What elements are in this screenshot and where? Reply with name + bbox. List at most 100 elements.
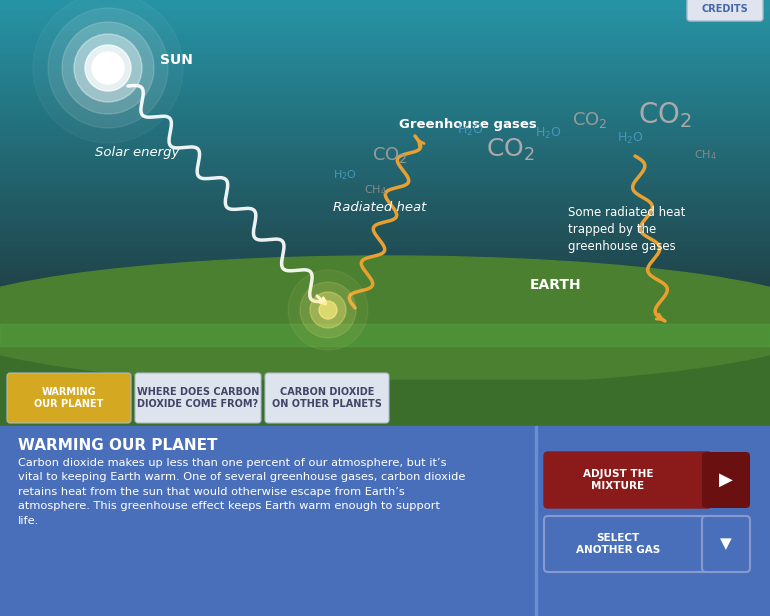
Bar xyxy=(0,356,770,361)
Bar xyxy=(0,94,770,99)
Bar xyxy=(0,7,770,13)
Bar xyxy=(0,317,770,323)
Bar xyxy=(0,128,770,133)
Text: CREDITS: CREDITS xyxy=(701,4,748,14)
Bar xyxy=(0,334,770,339)
Bar xyxy=(0,176,770,180)
Text: Some radiated heat
trapped by the
greenhouse gases: Some radiated heat trapped by the greenh… xyxy=(568,206,685,253)
Bar xyxy=(0,420,770,426)
Bar xyxy=(0,124,770,129)
Bar xyxy=(0,46,770,52)
Bar xyxy=(0,416,770,421)
Text: CO$_2$: CO$_2$ xyxy=(572,110,608,130)
Bar xyxy=(0,55,770,60)
Bar xyxy=(0,163,770,168)
Bar xyxy=(0,188,770,193)
FancyBboxPatch shape xyxy=(544,452,712,508)
Bar xyxy=(0,214,770,219)
Bar xyxy=(0,85,770,91)
Text: H$_2$O: H$_2$O xyxy=(457,123,484,137)
Bar xyxy=(0,278,770,284)
Bar xyxy=(0,51,770,56)
Bar xyxy=(0,378,770,383)
Bar xyxy=(0,180,770,185)
Text: CO$_2$: CO$_2$ xyxy=(486,137,534,163)
Bar xyxy=(0,300,770,306)
Bar xyxy=(0,115,770,120)
Bar xyxy=(0,231,770,237)
Bar xyxy=(0,33,770,39)
Bar xyxy=(0,205,770,211)
Circle shape xyxy=(74,34,142,102)
Bar xyxy=(0,408,770,413)
Bar xyxy=(0,12,770,17)
Bar xyxy=(0,347,770,352)
Bar xyxy=(0,63,770,69)
Text: SELECT
ANOTHER GAS: SELECT ANOTHER GAS xyxy=(576,533,660,555)
Bar xyxy=(0,343,770,348)
Text: ▼: ▼ xyxy=(720,537,732,551)
Bar xyxy=(0,0,770,4)
Bar xyxy=(0,171,770,176)
Bar xyxy=(0,309,770,314)
Bar xyxy=(0,201,770,206)
Bar xyxy=(706,524,724,564)
Bar xyxy=(0,274,770,280)
Circle shape xyxy=(319,301,337,319)
Bar xyxy=(0,244,770,249)
Bar xyxy=(0,253,770,258)
Bar xyxy=(0,89,770,95)
Circle shape xyxy=(288,270,368,350)
Bar xyxy=(0,380,770,430)
Bar xyxy=(0,29,770,34)
Bar xyxy=(0,222,770,228)
Bar xyxy=(0,42,770,47)
Bar xyxy=(0,296,770,301)
Bar xyxy=(706,459,726,501)
Bar xyxy=(0,227,770,232)
Bar xyxy=(0,16,770,22)
Bar xyxy=(0,107,770,111)
Bar xyxy=(0,339,770,344)
FancyBboxPatch shape xyxy=(544,516,712,572)
Text: SUN: SUN xyxy=(160,53,192,67)
Text: ▶: ▶ xyxy=(719,471,733,489)
Bar xyxy=(0,3,770,9)
Text: CH$_4$: CH$_4$ xyxy=(363,183,387,197)
Text: Solar energy: Solar energy xyxy=(95,146,179,159)
Text: EARTH: EARTH xyxy=(530,278,581,292)
Bar xyxy=(0,373,770,378)
Bar xyxy=(0,399,770,404)
Bar xyxy=(0,68,770,73)
Text: H$_2$O: H$_2$O xyxy=(617,131,643,145)
Bar xyxy=(0,291,770,297)
Bar xyxy=(535,426,537,616)
Text: Radiated heat: Radiated heat xyxy=(333,201,427,214)
Bar xyxy=(0,235,770,241)
Bar xyxy=(0,365,770,370)
Bar xyxy=(0,313,770,318)
Circle shape xyxy=(48,8,168,128)
Bar xyxy=(0,76,770,82)
Bar xyxy=(0,261,770,267)
Circle shape xyxy=(300,282,356,338)
Bar xyxy=(0,257,770,262)
Text: Greenhouse gases: Greenhouse gases xyxy=(399,118,537,131)
Bar xyxy=(0,360,770,365)
Bar xyxy=(0,81,770,86)
Circle shape xyxy=(310,292,346,328)
Bar xyxy=(0,111,770,116)
Bar xyxy=(0,25,770,30)
Bar xyxy=(0,352,770,357)
Bar xyxy=(0,330,770,335)
Bar xyxy=(0,120,770,124)
Bar xyxy=(0,59,770,65)
Bar xyxy=(0,240,770,245)
Bar xyxy=(0,102,770,108)
Bar xyxy=(0,369,770,374)
Bar xyxy=(0,141,770,146)
Text: H$_2$O: H$_2$O xyxy=(534,126,561,140)
Bar xyxy=(0,382,770,387)
FancyBboxPatch shape xyxy=(7,373,131,423)
Circle shape xyxy=(62,22,154,114)
